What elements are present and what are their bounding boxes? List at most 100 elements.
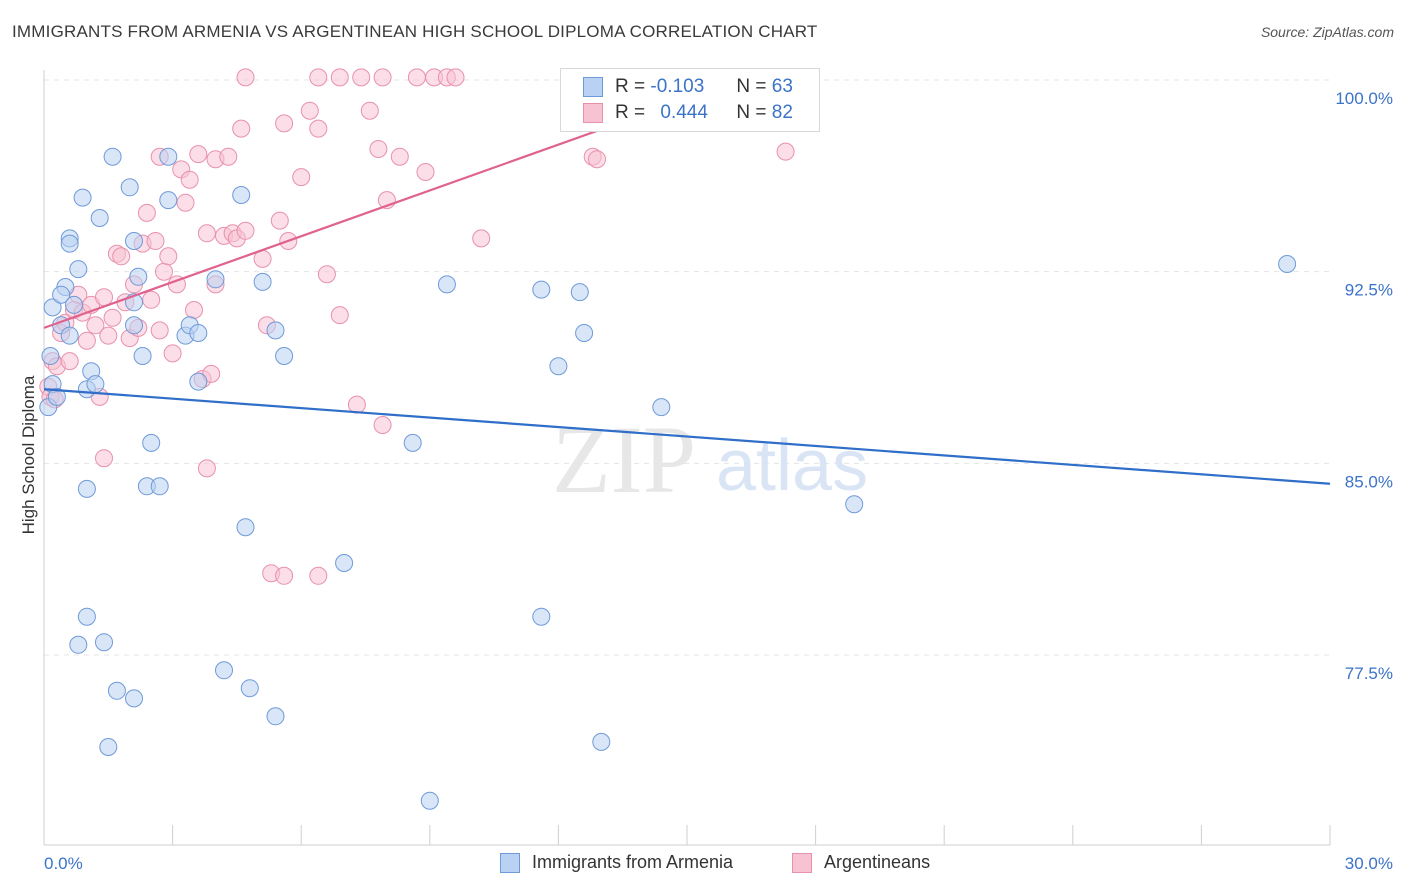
argentinean-point	[309, 119, 328, 138]
armenia-point	[189, 372, 208, 391]
argentinean-point	[369, 140, 388, 158]
argentinean-point	[309, 68, 328, 87]
grid	[44, 79, 1330, 656]
argentinean-point	[99, 326, 118, 345]
y-tick-label: 85.0%	[1345, 472, 1393, 491]
argentinean-point	[163, 344, 182, 363]
argentinean-point	[275, 566, 294, 585]
y-tick-label: 92.5%	[1345, 281, 1393, 300]
armenia-point	[206, 270, 225, 289]
armenia-legend-swatch	[500, 852, 520, 873]
legend-row-armenia: R = -0.103 N = 63	[583, 75, 793, 99]
argentinean-point	[360, 101, 379, 120]
n-label: N =	[736, 102, 767, 123]
armenia-n-value: 63	[771, 76, 793, 97]
armenia-point	[99, 738, 118, 756]
argentinean-point	[197, 459, 216, 478]
argentinean-point	[95, 288, 113, 307]
armenia-point	[43, 298, 62, 317]
argentinean-point	[197, 224, 216, 243]
r-label: R =	[615, 76, 646, 97]
armenia-point	[103, 147, 122, 166]
armenia-point	[69, 635, 88, 654]
armenia-point	[52, 285, 71, 304]
argentinean-point	[317, 265, 336, 284]
argentinean-point	[236, 68, 255, 87]
argentinean-point	[77, 331, 96, 350]
chart-source: Source: ZipAtlas.com	[1260, 24, 1394, 40]
armenia-point	[437, 275, 456, 294]
argentinean-legend-label: Argentineans	[824, 852, 931, 872]
armenia-point	[69, 260, 88, 279]
n-label: N =	[736, 76, 767, 97]
armenia-r-value: -0.103	[650, 76, 705, 97]
armenia-point	[120, 178, 139, 197]
y-tick-labels: 77.5% 85.0% 92.5% 100.0%	[1335, 89, 1393, 683]
armenia-point	[159, 191, 178, 210]
armenia-point	[77, 607, 96, 626]
argentinean-point	[275, 114, 294, 133]
armenia-trend-line	[43, 388, 1331, 485]
armenia-point	[592, 732, 611, 751]
argentinean-point	[373, 416, 392, 434]
argentinean-point	[373, 68, 392, 87]
argentinean-legend-swatch	[792, 852, 812, 873]
armenia-point	[189, 324, 208, 342]
watermark-atlas: atlas	[716, 426, 868, 506]
watermark: ZIP atlas	[552, 406, 868, 513]
argentinean-point	[347, 395, 366, 414]
argentinean-point	[588, 150, 606, 169]
armenia-point	[142, 433, 161, 452]
armenia-point	[125, 316, 143, 335]
armenia-point	[129, 267, 148, 286]
armenia-point	[41, 347, 60, 365]
argentinean-point	[309, 566, 328, 585]
argentinean-point	[270, 211, 289, 230]
armenia-point	[95, 633, 113, 652]
armenia-point	[266, 321, 285, 340]
armenia-points	[39, 147, 1297, 810]
argentinean-point	[232, 119, 251, 138]
armenia-point	[133, 347, 152, 365]
armenia-point	[335, 554, 354, 572]
legend-item-armenia[interactable]: Immigrants from Armenia	[500, 852, 733, 873]
watermark-zip: ZIP	[552, 406, 696, 513]
armenia-point	[150, 477, 169, 496]
armenia-point	[652, 398, 671, 417]
legend-item-argentinean[interactable]: Argentineans	[792, 852, 930, 873]
argentinean-point	[176, 193, 195, 212]
armenia-point	[532, 607, 551, 626]
stats-legend: R = -0.103 N = 63 R = 0.444 N = 82	[560, 68, 820, 132]
r-label: R =	[615, 102, 646, 123]
armenia-point	[107, 681, 126, 700]
armenia-point	[253, 272, 272, 291]
armenia-point	[403, 433, 422, 452]
armenia-point	[549, 357, 568, 376]
x-tick-label: 0.0%	[44, 854, 83, 873]
legend-row-argentinean: R = 0.444 N = 82	[583, 101, 793, 125]
armenia-point	[845, 495, 864, 514]
argentinean-point	[146, 232, 165, 250]
argentinean-point	[103, 308, 122, 327]
argentinean-point	[472, 229, 491, 248]
armenia-point	[215, 661, 233, 680]
armenia-point	[60, 234, 79, 253]
argentinean-point	[416, 163, 435, 181]
chart-title: IMMIGRANTS FROM ARMENIA VS ARGENTINEAN H…	[12, 22, 818, 41]
x-tick-label: 30.0%	[1345, 854, 1393, 873]
armenia-point	[65, 295, 83, 314]
armenia-point	[532, 280, 551, 299]
armenia-point	[86, 375, 105, 394]
armenia-point	[275, 347, 294, 365]
armenia-point	[575, 324, 594, 342]
argentinean-swatch	[583, 103, 603, 123]
armenia-point	[125, 232, 143, 250]
x-tick-labels: 0.0% 30.0%	[44, 854, 1393, 873]
argentinean-point	[86, 316, 105, 335]
y-tick-label: 100.0%	[1335, 89, 1393, 108]
argentinean-point	[159, 247, 178, 266]
armenia-point	[47, 387, 66, 406]
armenia-point	[236, 518, 255, 537]
argentinean-point	[155, 262, 173, 281]
